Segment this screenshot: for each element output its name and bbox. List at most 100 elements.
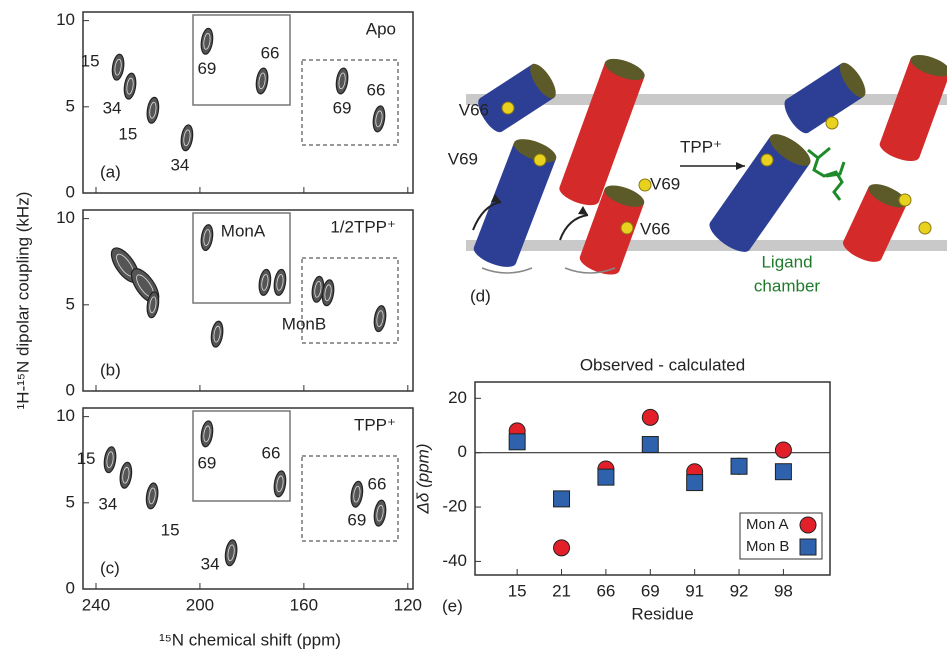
y-tick-label: 0 — [66, 380, 75, 399]
peak-label: 69 — [197, 59, 216, 78]
peak-contour — [122, 466, 130, 484]
peak-contour — [203, 229, 211, 246]
chamber-label: Ligand — [761, 252, 812, 271]
y-axis-label: Δδ (ppm) — [413, 444, 432, 515]
marker-square — [774, 463, 792, 481]
x-tick-label: 66 — [596, 581, 615, 600]
peak-contour — [314, 280, 322, 298]
ligand — [807, 146, 846, 201]
helix-end — [478, 97, 504, 133]
y-tick-label: 10 — [56, 208, 75, 227]
helix-end — [784, 98, 811, 134]
y-tick-label: 5 — [66, 96, 75, 115]
x-tick-label: 91 — [685, 581, 704, 600]
chart-title: Observed - calculated — [580, 355, 745, 374]
y-tick-label: 10 — [56, 10, 75, 29]
rotation-arrow — [559, 214, 589, 241]
residue-label: V69 — [448, 149, 478, 168]
peak-label: 66 — [368, 475, 387, 494]
peak-label: 69 — [333, 98, 352, 117]
arrow-head — [736, 162, 745, 170]
marker-square — [597, 468, 615, 486]
helix — [473, 139, 557, 267]
tilt-arrow — [564, 267, 616, 274]
x-tick-label: 240 — [82, 595, 110, 614]
x-tick-label: 92 — [730, 581, 749, 600]
panel-label: (e) — [442, 596, 463, 615]
x-tick-label: 120 — [394, 595, 422, 614]
x-axis-label: Residue — [631, 604, 693, 623]
peak-contour — [149, 296, 157, 314]
peak-label: 34 — [98, 495, 117, 514]
rotation-arrow-head — [491, 194, 501, 202]
peak-contour — [106, 451, 114, 469]
x-tick-label: 15 — [508, 581, 527, 600]
region-box — [192, 14, 291, 106]
y-tick-label: 0 — [66, 182, 75, 201]
peak-contour — [114, 58, 122, 76]
peak-label: 34 — [103, 99, 122, 118]
residue-label: V69 — [650, 174, 680, 193]
peak-contour — [149, 101, 157, 119]
peak-contour — [126, 77, 134, 95]
residue-ball — [620, 221, 634, 235]
helix — [842, 184, 908, 262]
peak-label: 34 — [201, 554, 220, 573]
panel-title: TPP⁺ — [354, 415, 396, 434]
region-box — [192, 410, 291, 502]
annotation: MonA — [221, 221, 266, 240]
panel-label: (d) — [470, 286, 491, 305]
y-axis-label: ¹H-¹⁵N dipolar coupling (kHz) — [13, 192, 32, 410]
panel-frame — [82, 407, 414, 590]
diagram — [466, 55, 947, 275]
y-tick-label: 10 — [56, 406, 75, 425]
helix — [709, 134, 811, 252]
x-tick-label: 200 — [186, 595, 214, 614]
marker-square — [799, 538, 817, 556]
arrow-label: TPP⁺ — [680, 137, 722, 156]
helix-cap — [868, 184, 908, 208]
peak-contour — [376, 504, 384, 522]
peak-label: 15 — [81, 52, 100, 71]
residue-label: V66 — [459, 100, 489, 119]
helix-body — [879, 58, 947, 158]
marker-square — [730, 457, 748, 475]
helix — [559, 58, 645, 206]
helix-cap — [604, 185, 645, 207]
panel-frame — [82, 11, 414, 194]
peak-contour — [353, 485, 361, 503]
peak-contour — [203, 32, 211, 50]
peak-label: 34 — [170, 155, 189, 174]
y-tick-label: 0 — [66, 578, 75, 597]
marker-circle — [641, 408, 659, 426]
peak-label: 15 — [118, 125, 137, 144]
x-tick-label: 21 — [552, 581, 571, 600]
tilt-arrow — [481, 267, 533, 274]
peak-label: 15 — [77, 449, 96, 468]
peak-contour — [213, 325, 221, 343]
helix-cap — [513, 139, 557, 163]
peak-contour — [338, 72, 346, 90]
rotation-arrow-head — [578, 206, 588, 215]
residue-label: V66 — [640, 219, 670, 238]
marker-square — [641, 436, 659, 454]
region-box — [192, 212, 291, 304]
panel-title: 1/2TPP⁺ — [330, 217, 396, 236]
panel-title: Apo — [366, 19, 396, 38]
peak-contour — [183, 129, 191, 147]
helix-body — [579, 188, 645, 272]
peak-contour — [258, 72, 266, 90]
panel-frame — [82, 209, 414, 392]
x-tick-label: 69 — [641, 581, 660, 600]
peak-contour — [261, 274, 269, 291]
legend-label: Mon A — [746, 516, 789, 533]
helix-end — [473, 243, 517, 267]
marker-circle — [774, 441, 792, 459]
marker-square — [553, 490, 571, 508]
helix — [879, 55, 947, 161]
helix-end — [559, 183, 600, 206]
panel-label: (a) — [100, 162, 121, 181]
y-tick-label: 5 — [66, 492, 75, 511]
y-tick-label: 0 — [458, 442, 467, 461]
peak-label: 66 — [261, 443, 280, 462]
